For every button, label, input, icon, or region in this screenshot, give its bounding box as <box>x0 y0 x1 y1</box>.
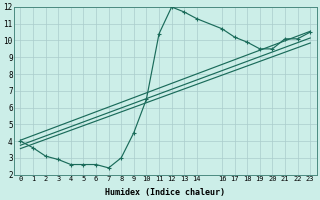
X-axis label: Humidex (Indice chaleur): Humidex (Indice chaleur) <box>105 188 225 197</box>
